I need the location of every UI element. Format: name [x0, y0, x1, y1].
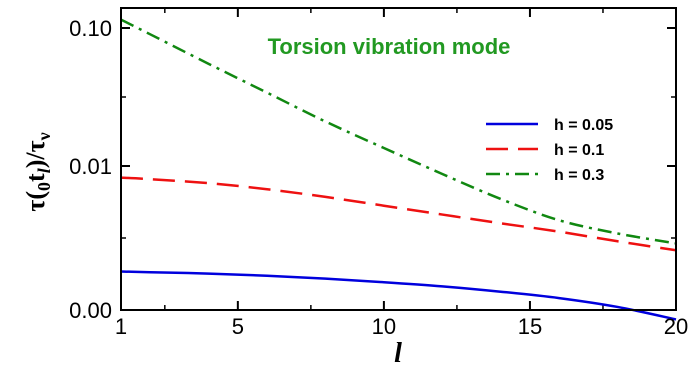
x-tick-label: 15 [518, 314, 542, 339]
legend-label-3: h = 0.3 [554, 167, 604, 184]
chart-annotation: Torsion vibration mode [268, 34, 511, 59]
y-axis-label: τ(0tl)/τν [21, 132, 54, 211]
y-tick-label: 0.10 [69, 16, 112, 41]
series-line-1 [120, 270, 677, 321]
legend-label-1: h = 0.05 [554, 117, 613, 134]
legend: h = 0.05 h = 0.1 h = 0.3 [486, 117, 613, 184]
legend-label-2: h = 0.1 [554, 142, 604, 159]
series-line-2 [120, 176, 677, 252]
y-label-tau: τ( [21, 191, 50, 212]
y-label-t: t [21, 173, 50, 182]
y-label-subl: l [34, 168, 54, 173]
x-axis-label: l [394, 338, 402, 369]
y-tick-label: 0.00 [69, 298, 112, 323]
y-label-slash: )/τ [21, 140, 50, 168]
x-tick-labels: 1 5 10 15 20 [115, 314, 688, 339]
y-label-sub0: 0 [34, 182, 54, 191]
x-tick-label: 10 [372, 314, 396, 339]
series-group [120, 18, 677, 321]
y-label-nu: ν [34, 132, 54, 141]
x-tick-label: 1 [115, 314, 127, 339]
x-tick-label: 5 [232, 314, 244, 339]
series-line-3 [120, 18, 677, 245]
x-tick-label: 20 [664, 314, 688, 339]
plot-frame [120, 7, 677, 311]
y-tick-label: 0.01 [69, 154, 112, 179]
y-tick-labels: 0.00 0.01 0.10 [69, 16, 112, 323]
